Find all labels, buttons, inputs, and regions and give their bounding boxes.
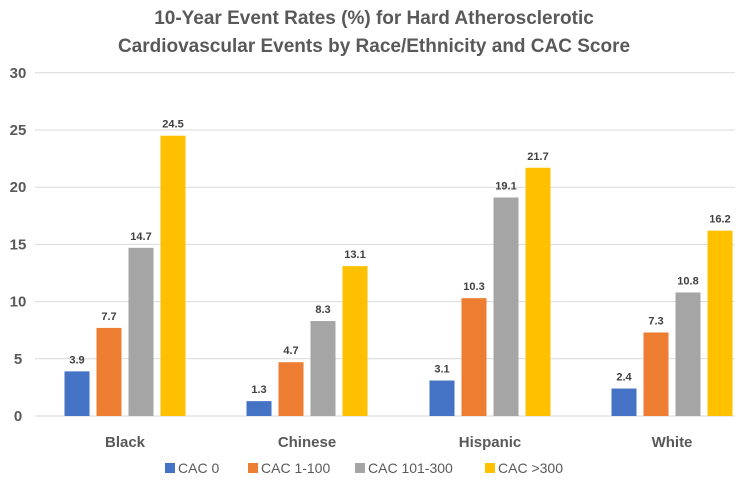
- bar: [675, 292, 701, 416]
- bar: [643, 332, 669, 416]
- y-tick-label: 0: [14, 408, 22, 425]
- legend-label: CAC 1-100: [261, 460, 330, 476]
- bar: [461, 298, 487, 416]
- data-label: 19.1: [495, 180, 516, 192]
- chart-title: Cardiovascular Events by Race/Ethnicity …: [118, 36, 630, 57]
- data-label: 24.5: [162, 119, 183, 131]
- legend-swatch: [485, 463, 495, 473]
- bar: [707, 230, 733, 416]
- data-label: 4.7: [283, 345, 298, 357]
- data-label: 13.1: [344, 249, 365, 261]
- legend-label: CAC 101-300: [368, 460, 453, 476]
- data-label: 1.3: [251, 384, 266, 396]
- x-tick-label: Black: [105, 434, 146, 451]
- legend-swatch: [355, 463, 365, 473]
- legend-label: CAC >300: [498, 460, 563, 476]
- data-label: 16.2: [709, 214, 730, 226]
- data-label: 3.9: [69, 354, 84, 366]
- data-label: 3.1: [434, 364, 449, 376]
- data-label: 10.3: [463, 281, 484, 293]
- legend-label: CAC 0: [178, 460, 219, 476]
- x-tick-label: White: [652, 434, 693, 451]
- bar: [525, 167, 551, 416]
- data-label: 8.3: [315, 304, 330, 316]
- bar: [246, 401, 272, 416]
- y-tick-label: 30: [10, 65, 27, 82]
- data-label: 7.7: [101, 311, 116, 323]
- bar: [342, 266, 368, 416]
- bar: [278, 362, 304, 416]
- bar: [429, 380, 455, 416]
- x-tick-label: Chinese: [278, 434, 336, 451]
- data-label: 14.7: [130, 231, 151, 243]
- y-tick-label: 5: [14, 351, 22, 368]
- chart-title: 10-Year Event Rates (%) for Hard Atheros…: [154, 8, 594, 29]
- legend-swatch: [248, 463, 258, 473]
- data-label: 7.3: [648, 315, 663, 327]
- y-tick-label: 15: [10, 236, 27, 253]
- bar: [611, 388, 637, 416]
- bar: [160, 135, 186, 416]
- bar: [493, 197, 519, 416]
- y-tick-label: 25: [10, 122, 27, 139]
- y-tick-label: 10: [10, 294, 27, 311]
- data-label: 21.7: [527, 151, 548, 163]
- bar: [310, 321, 336, 416]
- bar: [96, 327, 122, 416]
- x-tick-label: Hispanic: [459, 434, 522, 451]
- legend-swatch: [165, 463, 175, 473]
- data-label: 2.4: [616, 372, 632, 384]
- bar: [64, 371, 90, 416]
- data-label: 10.8: [677, 275, 698, 287]
- y-tick-label: 20: [10, 179, 27, 196]
- bar: [128, 247, 154, 416]
